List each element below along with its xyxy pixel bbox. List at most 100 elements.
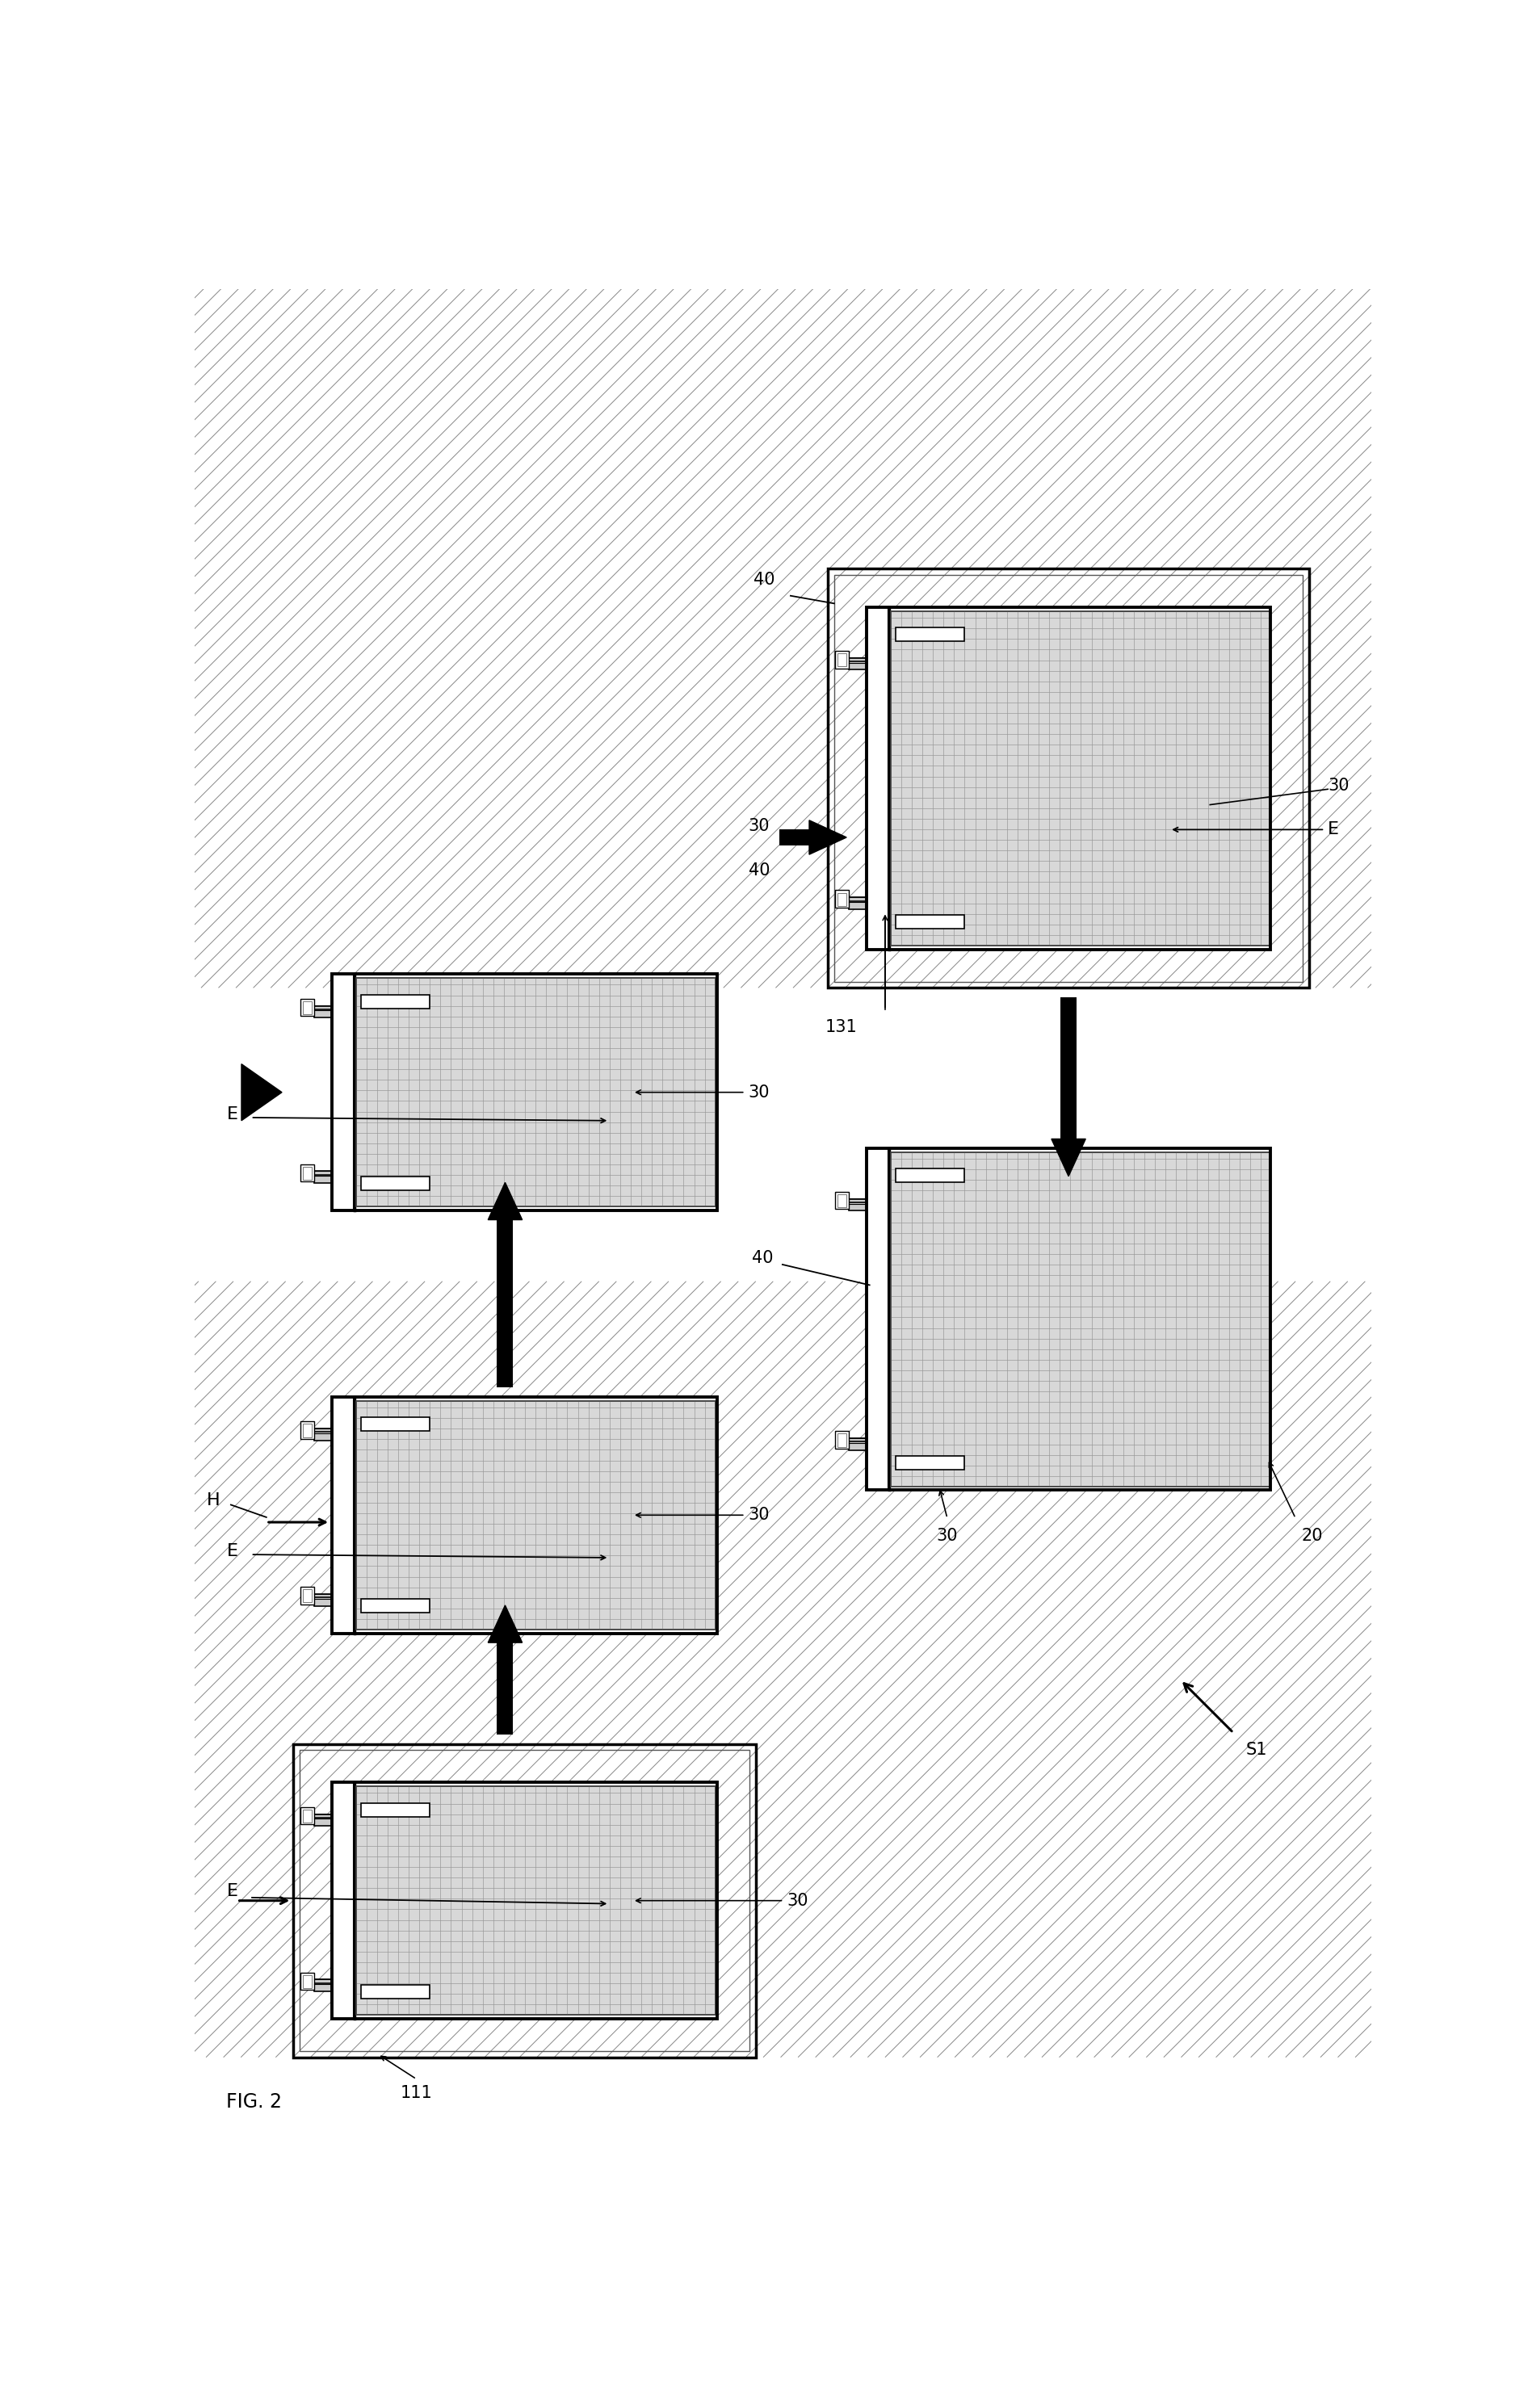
Bar [332,1782,717,2018]
Bar [332,975,353,1211]
Text: 131: 131 [825,1019,857,1035]
Text: 30: 30 [787,1893,808,1910]
Text: E: E [228,1544,238,1560]
Bar [303,1975,312,1989]
Bar [361,1599,429,1613]
Text: E: E [228,1105,238,1122]
Bar [293,1743,756,2056]
Bar [301,1421,315,1440]
Bar [866,607,1271,949]
Bar [301,999,315,1016]
Bar [315,1007,332,1014]
Bar [356,1787,717,2015]
Bar [303,1589,312,1601]
Bar [891,1151,1270,1486]
Bar [828,568,1309,987]
Bar [361,1804,429,1816]
Bar [895,1168,964,1182]
Text: 111: 111 [400,2085,432,2102]
Bar [315,1818,332,1825]
Bar [332,1782,353,2018]
Bar [497,1642,513,1734]
Bar [836,1430,850,1450]
Text: S1: S1 [1245,1741,1267,1758]
Bar [301,1587,315,1604]
Bar [850,662,866,669]
Text: 30: 30 [749,1507,770,1524]
Bar [293,1743,756,2056]
Bar [866,1149,888,1491]
Bar [866,1149,1271,1491]
Bar [836,891,850,908]
Bar [361,1175,429,1190]
Bar [301,1163,315,1182]
Bar [895,915,964,929]
Text: 30: 30 [749,1084,770,1100]
Bar [315,1597,332,1606]
Polygon shape [241,1064,281,1120]
Bar [895,628,964,641]
Text: E: E [1328,821,1339,838]
Bar [332,1397,717,1633]
Bar [891,1151,1270,1486]
Text: 30: 30 [937,1527,958,1544]
Bar [836,1192,850,1209]
Text: 40: 40 [749,862,770,879]
Bar [837,1194,847,1206]
Bar [779,828,810,845]
Polygon shape [487,1606,523,1642]
Bar [315,1175,332,1182]
Bar [866,607,888,949]
Bar [836,650,850,669]
Bar [332,1397,717,1633]
Bar [315,1170,332,1180]
Bar [895,1457,964,1469]
Bar [361,995,429,1009]
Bar [891,612,1270,946]
Bar [301,1806,315,1825]
Bar [891,612,1270,946]
Bar [850,901,866,910]
Bar [301,1972,315,1989]
Bar [315,1009,332,1019]
Bar [332,975,717,1211]
Text: FIG. 2: FIG. 2 [226,2093,281,2112]
Bar [834,576,1303,982]
Bar [837,653,847,667]
Bar [315,1982,332,1991]
Text: E: E [228,1883,238,1900]
Text: 40: 40 [753,571,775,588]
Bar [850,1442,866,1450]
Bar [299,1751,750,2052]
Bar [828,568,1309,987]
Text: 30: 30 [1328,778,1349,795]
Text: H: H [206,1493,220,1507]
Text: 30: 30 [749,819,770,833]
Bar [1060,997,1077,1139]
Text: 40: 40 [752,1250,773,1267]
Bar [850,1202,866,1211]
Bar [850,1199,866,1206]
Bar [361,1984,429,1999]
Bar [315,1979,332,1989]
Polygon shape [810,821,847,855]
Polygon shape [487,1182,523,1221]
Bar [837,893,847,905]
Bar [866,607,1271,949]
Bar [850,898,866,905]
Bar [303,1165,312,1180]
Bar [850,1438,866,1447]
Bar [361,1418,429,1430]
Bar [315,1813,332,1823]
Polygon shape [1051,1139,1085,1175]
Bar [837,1433,847,1447]
Bar [332,975,717,1211]
Bar [356,978,717,1206]
Bar [315,1594,332,1601]
Text: 20: 20 [1302,1527,1323,1544]
Bar [866,607,1271,949]
Bar [315,1433,332,1440]
Bar [866,1149,1271,1491]
Bar [356,1401,717,1630]
Bar [332,1782,717,2018]
